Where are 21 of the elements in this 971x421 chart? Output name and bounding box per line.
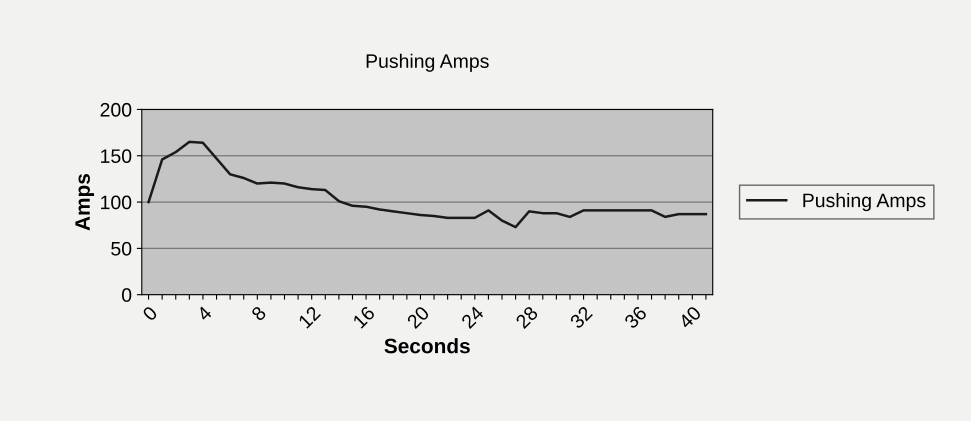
x-tick-label: 16 [352,305,376,329]
x-tick-label: 36 [624,305,648,330]
line-series [147,140,708,228]
y-tick-label: 100 [101,196,132,210]
y-tick-label: 50 [111,242,132,256]
x-tick-label: 0 [142,305,158,322]
x-tick-label: 20 [406,305,430,330]
x-tick-label: 12 [298,305,321,329]
x-tick-label: 8 [250,305,267,322]
x-tick-label: 40 [678,305,702,330]
y-tick-label: 200 [100,102,132,117]
legend-label: Pushing Amps [803,193,926,212]
chart-title: Pushing Amps [366,54,489,72]
y-axis-title: Amps [75,174,94,231]
x-tick-label: 24 [460,305,484,329]
x-axis-title: Seconds [384,338,470,354]
y-tick-label: 150 [101,149,132,164]
x-tick-label: 32 [569,305,593,330]
x-tick-label: 28 [514,305,539,330]
y-tick-label: 0 [122,288,132,302]
x-tick-label: 4 [196,305,212,322]
